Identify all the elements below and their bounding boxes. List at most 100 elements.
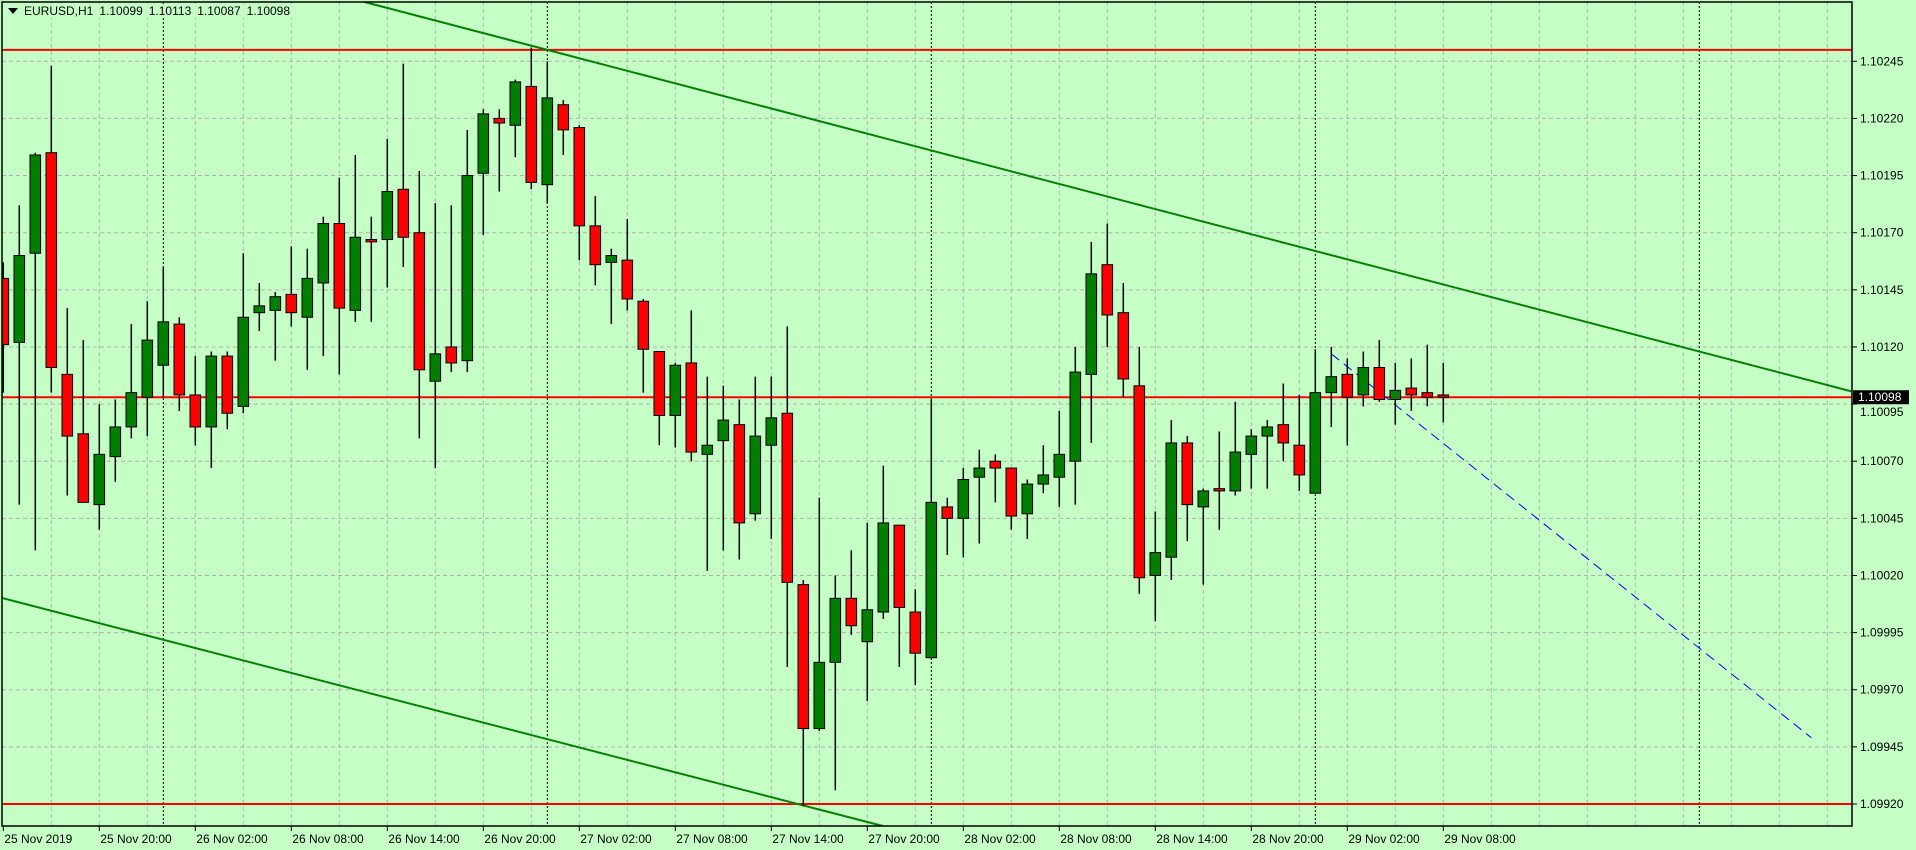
trendline-channel-lower: [2, 597, 884, 826]
candle-body-bear: [525, 85, 538, 183]
candle: [1037, 445, 1050, 494]
candle: [317, 216, 330, 357]
candle: [925, 399, 938, 659]
candle-body-bull: [1357, 367, 1370, 396]
candle: [397, 63, 410, 267]
candle-body-bull: [701, 444, 714, 455]
candle: [1101, 223, 1114, 347]
candle-body-bull: [205, 355, 218, 428]
candle-body-bull: [973, 467, 986, 478]
candle-body-bear: [653, 351, 666, 417]
price-tick-label: 1.10245: [1860, 54, 1904, 68]
candle-body-bear: [493, 117, 506, 124]
candle-body-bear: [61, 373, 74, 437]
candle: [1117, 282, 1130, 398]
candle-body-bull: [541, 97, 554, 186]
candle: [493, 109, 506, 192]
candle-body-bull: [301, 277, 314, 318]
candle-body-bull: [749, 435, 762, 515]
candle: [1421, 344, 1434, 407]
candle: [669, 362, 682, 448]
current-price-label: 1.10098: [1858, 390, 1902, 404]
candle: [877, 465, 890, 619]
candle-body-bull: [1069, 371, 1082, 462]
candle-body-bull: [461, 175, 474, 362]
candle: [1341, 358, 1354, 446]
candle: [173, 317, 186, 411]
time-tick-label: 28 Nov 08:00: [1060, 832, 1132, 846]
candle: [125, 324, 138, 439]
time-tick-label: 27 Nov 02:00: [580, 832, 652, 846]
candle-body-bull: [1309, 392, 1322, 494]
candle: [445, 205, 458, 373]
candle-body-bull: [269, 296, 282, 311]
time-tick-label: 29 Nov 02:00: [1348, 832, 1420, 846]
candle: [285, 246, 298, 327]
candle-body-bull: [381, 191, 394, 241]
candle: [1357, 351, 1370, 407]
candle: [637, 298, 650, 393]
candle-body-bear: [397, 188, 410, 238]
candle: [989, 454, 1002, 503]
candle: [1261, 420, 1274, 489]
candle: [797, 580, 810, 807]
candle-body-bear: [333, 223, 346, 309]
time-tick-label: 27 Nov 20:00: [868, 832, 940, 846]
time-tick-label: 26 Nov 08:00: [292, 832, 364, 846]
candle-body-bear: [989, 460, 1002, 469]
triangle-down-icon[interactable]: [8, 8, 18, 14]
candle-body-bear: [1421, 392, 1434, 398]
candle-body-bear: [685, 362, 698, 453]
candle-body-bull: [429, 353, 442, 382]
candle-body-bull: [317, 223, 330, 284]
candle-body-bull: [1165, 442, 1178, 558]
candle-body-bear: [589, 225, 602, 266]
ohlc-low: 1.10087: [197, 4, 241, 18]
candle: [333, 177, 346, 375]
candle: [221, 351, 234, 430]
candle-body-bear: [557, 104, 570, 131]
candle-body-bull: [1245, 435, 1258, 455]
time-tick-label: 29 Nov 08:00: [1444, 832, 1516, 846]
candle-body-bear: [1213, 488, 1226, 492]
candle: [157, 266, 170, 398]
candle: [1213, 431, 1226, 530]
candle-body-bull: [605, 255, 618, 263]
candle-body-bear: [445, 346, 458, 364]
candle-body-bull: [925, 501, 938, 659]
plot-border: [1, 1, 1853, 827]
candle: [973, 449, 986, 544]
candle-body-bull: [861, 609, 874, 643]
candle: [1069, 346, 1082, 505]
candle: [1277, 383, 1290, 462]
candle: [237, 253, 250, 414]
price-tick-label: 1.10145: [1860, 283, 1904, 297]
candle: [477, 109, 490, 235]
plot-area: [2, 2, 1852, 826]
candle-body-bull: [957, 478, 970, 519]
ohlc-close: 1.10098: [246, 4, 291, 18]
candle-body-bull: [877, 522, 890, 613]
time-tick-label: 26 Nov 02:00: [196, 832, 268, 846]
candle-body-bull: [1197, 490, 1210, 508]
trendline-projection: [1330, 353, 1812, 739]
candle-body-bull: [109, 426, 122, 458]
candle-body-bear: [845, 597, 858, 627]
candle-body-bull: [1021, 483, 1034, 515]
candle: [1245, 429, 1258, 489]
price-tick-label: 1.09920: [1860, 797, 1904, 811]
time-tick-label: 28 Nov 14:00: [1156, 832, 1228, 846]
candle-body-bear: [573, 127, 586, 227]
candle-body-bear: [1373, 367, 1386, 401]
candle: [733, 399, 746, 560]
candle: [829, 575, 842, 791]
candle-body-bull: [829, 597, 842, 663]
candle: [429, 202, 442, 469]
candle-body-bull: [1037, 474, 1050, 485]
price-tick-label: 1.10220: [1860, 111, 1904, 125]
candle-body-bear: [1277, 424, 1290, 444]
candle-body-bull: [717, 419, 730, 442]
time-tick-label: 25 Nov 20:00: [100, 832, 172, 846]
candle-body-bear: [221, 355, 234, 414]
